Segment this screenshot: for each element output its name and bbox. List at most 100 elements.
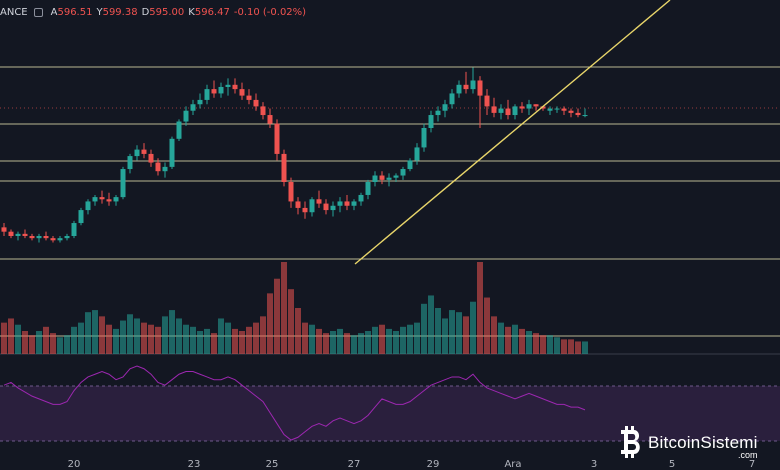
volume-bar [358,333,364,354]
volume-bar [407,324,413,354]
candle-body [71,223,77,236]
candle-body [561,108,567,111]
volume-bar [148,324,154,354]
volume-bar [176,318,182,354]
candle-body [491,106,497,113]
volume-bar [92,310,98,354]
x-tick-label: 29 [427,459,440,470]
volume-bar [519,328,525,354]
candle-body [85,201,91,211]
candle-body [176,121,182,139]
volume-bar [141,322,147,354]
volume-bar [477,262,483,354]
candle-body [372,175,378,182]
open-value: 596.51 [57,6,93,18]
candle-body [1,227,7,232]
trend-line [354,0,671,265]
candle-body [211,89,217,94]
candle-body [407,160,413,170]
candle-body [169,138,175,167]
volume-bar [449,310,455,354]
volume-bar [533,333,539,354]
candle-body [309,199,315,213]
candle-body [190,104,196,111]
volume-bar [484,297,490,354]
volume-bar [127,314,133,354]
candle-body [288,182,294,202]
low-value: 595.00 [149,6,185,18]
candle-body [554,108,560,110]
rsi-line [3,365,586,441]
volume-bar [526,331,532,354]
high-label: Y [96,6,103,18]
candle-body [365,182,371,195]
candle-body [78,210,84,224]
candle-body [29,236,35,239]
candle-body [568,110,574,113]
trend-line-segment [354,0,671,265]
candle-body [526,104,532,109]
volume-bar [498,322,504,354]
watermark: BitcoinSistemi .com [618,424,758,460]
volume-bar [8,318,14,354]
volume-bar [344,333,350,354]
gear-icon[interactable] [33,7,43,17]
volume-bar [337,328,343,354]
volume-bar [85,312,91,354]
volume-bar [372,326,378,354]
volume-bar [106,324,112,354]
candle-body [344,201,350,206]
change-value: -0.10 (-0.02%) [233,6,307,18]
candle-body [477,80,483,96]
candle-body [498,108,504,113]
volume-bar [582,341,588,354]
x-tick-label: 5 [669,459,675,470]
volume-bar [1,322,7,354]
volume-bar [351,335,357,354]
candle-body [442,104,448,111]
candle-body [330,205,336,211]
candle-body [260,106,266,116]
candle-body [484,95,490,107]
candle-body [281,153,287,182]
volume-bar [155,326,161,354]
high-value: 599.38 [102,6,138,18]
candle-body [106,199,112,202]
x-tick-label: Ara [504,459,521,470]
candle-body [183,110,189,122]
candle-body [232,84,238,90]
volume-bar [554,337,560,354]
volume-bar [435,308,441,354]
low-label: D [141,6,150,18]
candle-body [547,108,553,111]
candle-body [162,166,168,172]
volume-bar [295,308,301,354]
volume-bar [225,322,231,354]
candle-body [148,153,154,163]
candle-body [204,89,210,100]
candle-body [421,128,427,148]
volume-bar [575,341,581,354]
candle-body [393,175,399,178]
candle-body [141,149,147,154]
volume-bar [78,322,84,354]
volume-bar [218,318,224,354]
volume-bar [197,331,203,354]
exchange-label: ANCE [0,6,28,18]
candle-body [120,169,126,198]
time-axis: 20 23 25 27 29 Ara 3 5 7 [68,459,756,470]
candle-body [239,89,245,96]
volume-bar [71,326,77,354]
volume-bar [470,301,476,354]
candle-body [64,236,70,239]
volume-bar [386,328,392,354]
candle-body [57,238,63,241]
rsi-series [3,365,586,441]
volume-bar [260,316,266,354]
candle-body [379,175,385,180]
volume-bar [463,316,469,354]
candle-body [386,177,392,180]
volume-bar [379,324,385,354]
candle-body [15,233,21,236]
